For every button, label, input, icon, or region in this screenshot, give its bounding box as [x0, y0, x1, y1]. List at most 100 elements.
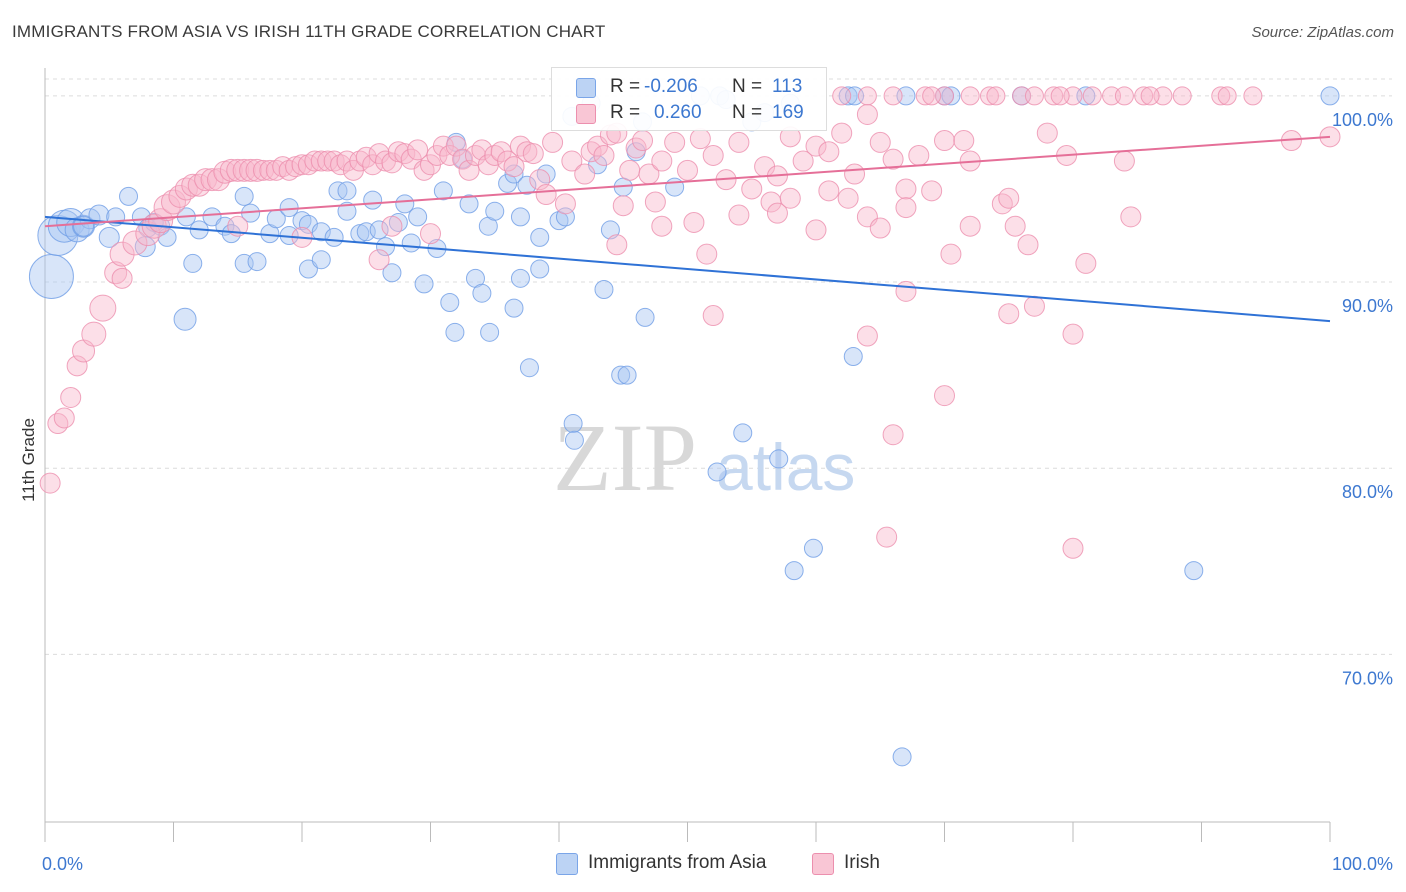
asia-point — [401, 233, 421, 253]
irish-point — [561, 150, 583, 172]
irish-point — [619, 159, 641, 181]
asia-point — [784, 561, 804, 581]
irish-point — [1062, 323, 1084, 345]
irish-point — [66, 355, 88, 377]
asia-point — [445, 322, 465, 342]
irish-point — [702, 305, 724, 327]
irish-point — [728, 131, 750, 153]
asia-point — [234, 186, 254, 206]
irish-point — [915, 86, 935, 106]
irish-point — [47, 413, 69, 435]
irish-point — [1004, 215, 1026, 237]
irish-point — [876, 526, 898, 548]
r-label: R = — [610, 76, 641, 97]
asia-point — [119, 186, 139, 206]
irish-point — [445, 135, 467, 157]
asia-point — [376, 237, 396, 257]
asia-point — [173, 307, 197, 331]
irish-point — [683, 211, 705, 233]
irish-point — [232, 158, 256, 182]
asia-point — [510, 268, 530, 288]
asia-point — [707, 462, 727, 482]
asia-point — [665, 177, 685, 197]
chart-title: IMMIGRANTS FROM ASIA VS IRISH 11TH GRADE… — [12, 22, 606, 41]
asia-point — [485, 201, 505, 221]
irish-point — [394, 143, 416, 165]
irish-point — [792, 150, 814, 172]
r-label: R = — [610, 102, 641, 123]
asia-point — [247, 252, 267, 272]
asia-point — [311, 250, 331, 270]
irish-point — [832, 86, 852, 106]
irish-point — [895, 197, 917, 219]
irish-point — [89, 294, 117, 322]
irish-point — [1050, 86, 1070, 106]
irish-point — [934, 385, 955, 407]
asia-point — [440, 293, 460, 313]
irish-point — [381, 215, 403, 237]
irish-point — [869, 131, 891, 153]
irish-point — [452, 148, 474, 170]
irish-point — [1062, 537, 1084, 559]
irish-point — [651, 150, 673, 172]
asia-point — [433, 181, 453, 201]
irish-point — [1243, 86, 1263, 106]
asia-point — [892, 747, 912, 767]
asia-point — [292, 211, 312, 231]
n-value: 113 — [772, 76, 803, 97]
asia-point — [98, 226, 120, 248]
irish-point — [998, 187, 1020, 209]
irish-point — [245, 158, 269, 182]
watermark-atlas: atlas — [716, 430, 855, 504]
irish-point — [779, 187, 801, 209]
irish-point — [651, 215, 673, 237]
y-tick-label: 100.0% — [1332, 110, 1393, 130]
irish-point — [1023, 295, 1045, 317]
asia-point — [28, 253, 74, 299]
irish-point — [689, 128, 711, 150]
irish-point — [420, 223, 441, 245]
irish-point — [696, 243, 718, 265]
irish-point — [1044, 86, 1064, 106]
irish-point — [883, 86, 903, 106]
n-label: N = — [732, 102, 763, 123]
asia-point — [453, 149, 473, 169]
irish-point — [1017, 234, 1039, 256]
irish-point — [1217, 86, 1237, 106]
y-axis-label: 11th Grade — [19, 418, 38, 502]
irish-point — [122, 230, 148, 256]
irish-point — [895, 280, 917, 302]
asia-point — [395, 194, 415, 214]
x-tick-label: 100.0% — [1332, 854, 1393, 874]
legend-label-asia: Immigrants from Asia — [588, 852, 767, 873]
asia-point — [594, 279, 614, 299]
irish-point — [219, 158, 243, 182]
n-label: N = — [732, 76, 763, 97]
irish-point — [206, 168, 230, 192]
irish-point — [934, 130, 955, 152]
irish-point — [407, 139, 429, 161]
irish-point — [81, 321, 107, 347]
irish-point — [766, 202, 788, 224]
stats-legend: R = -0.206 N = 113 R = 0.260 N = 169 — [551, 67, 827, 131]
irish-point — [1140, 86, 1160, 106]
legend-label-irish: Irish — [844, 852, 880, 873]
irish-point — [1172, 86, 1192, 106]
irish-point — [728, 204, 750, 226]
irish-point — [959, 215, 981, 237]
irish-point — [503, 156, 525, 178]
irish-point — [818, 141, 840, 163]
irish-point — [509, 135, 531, 157]
irish-point — [226, 158, 250, 182]
irish-point — [181, 173, 205, 197]
asia-point — [519, 358, 539, 378]
asia-point — [941, 86, 961, 106]
asia-point — [298, 259, 318, 279]
irish-point — [1113, 150, 1135, 172]
irish-point — [53, 407, 75, 429]
asia-point — [363, 190, 383, 210]
n-value: 169 — [772, 102, 804, 123]
irish-point — [522, 143, 544, 165]
irish-point — [1120, 206, 1142, 228]
